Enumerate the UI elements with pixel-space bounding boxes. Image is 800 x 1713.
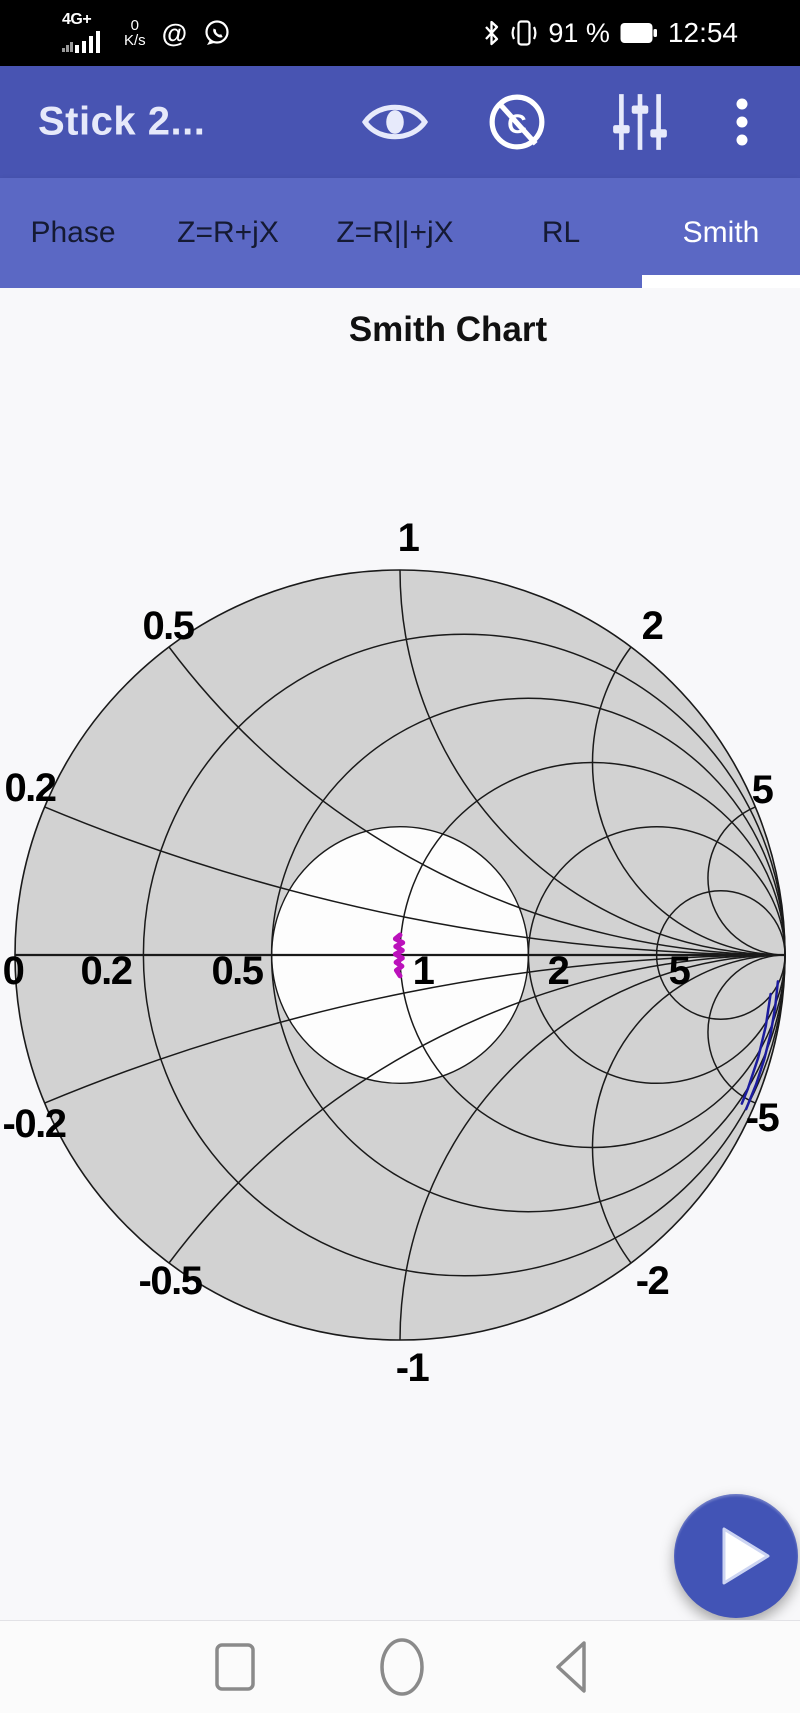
rim-label: -0.5 [139, 1259, 203, 1303]
tab-z-series[interactable]: Z=R+jX [146, 178, 310, 288]
back-button[interactable] [507, 1621, 637, 1713]
whatsapp-icon [205, 20, 229, 45]
battery-icon [620, 23, 657, 43]
axis-label: 0 [3, 949, 24, 993]
android-nav-bar [0, 1620, 800, 1713]
tab-phase[interactable]: Phase [0, 178, 146, 288]
sliders-icon [613, 94, 667, 150]
home-button[interactable] [337, 1621, 467, 1713]
trace-rim [744, 980, 780, 1111]
calibration-off-button[interactable]: C [481, 80, 553, 164]
triangle-left-icon [556, 1641, 586, 1693]
rim-label: -1 [396, 1346, 430, 1390]
reactance-arc [591, 646, 786, 956]
network-type-label: 4G+ [62, 11, 92, 28]
trace-matched [392, 932, 406, 979]
app-title: Stick 2... [38, 99, 206, 144]
reactance-arc [168, 646, 786, 956]
app-bar: Stick 2... C [0, 66, 800, 178]
smith-chart-page: 0 0.2 0.5 1 2 5 1 0.5 2 0.2 5 -0.2 -5 -0.5 -2 -1 [0, 288, 800, 1620]
calibration-off-icon: C [489, 94, 545, 150]
battery-percent: 91 % [548, 17, 610, 48]
tab-z-parallel[interactable]: Z=R||+jX [310, 178, 480, 288]
tab-label: RL [541, 216, 581, 249]
reactance-arc [707, 806, 786, 956]
axis-label: 0.5 [211, 949, 263, 993]
axis-label: 5 [669, 949, 691, 993]
reactance-arc [399, 954, 786, 1341]
rim-label: -5 [746, 1096, 780, 1140]
rim-label: 5 [752, 768, 774, 812]
vibrate-icon [511, 20, 537, 46]
network-speed: 0 K/s [124, 18, 146, 48]
status-right-cluster: 91 % 12:54 [483, 17, 738, 49]
email-notification-icon: @ [161, 17, 188, 48]
recents-button[interactable] [170, 1621, 300, 1713]
tab-label: Phase [30, 216, 116, 249]
tab-label: Z=R+jX [177, 216, 279, 249]
status-left-cluster: 4G+ 0 K/s @ [62, 10, 231, 56]
play-fab[interactable] [674, 1494, 798, 1618]
rim-label: -2 [636, 1259, 669, 1303]
reactance-arc [44, 954, 786, 1104]
axis-label: 2 [548, 949, 569, 993]
overflow-dots-icon [736, 98, 748, 146]
tab-label: Smith [682, 216, 760, 249]
overflow-menu-button[interactable] [714, 80, 770, 164]
network-speed-value: 0 [130, 17, 140, 34]
axis-label: 1 [413, 949, 435, 993]
square-icon [215, 1643, 255, 1691]
network-speed-unit: K/s [124, 32, 146, 49]
signal-bars-icon [75, 31, 100, 53]
bluetooth-icon [485, 20, 499, 46]
status-time: 12:54 [667, 17, 738, 48]
status-bar: 4G+ 0 K/s @ [0, 0, 800, 66]
visibility-button[interactable] [359, 80, 431, 164]
play-icon [722, 1527, 770, 1585]
signal-bars-secondary-icon [62, 42, 73, 52]
rim-label: 0.2 [4, 766, 55, 810]
trace-rim [740, 992, 772, 1105]
tab-rl[interactable]: RL [480, 178, 642, 288]
rim-label: 1 [398, 516, 420, 560]
reactance-arc [591, 954, 786, 1264]
rim-label: -0.2 [3, 1102, 66, 1146]
page-title: Smith Chart [348, 310, 548, 349]
tab-smith[interactable]: Smith [642, 178, 800, 288]
rim-label: 2 [642, 604, 663, 648]
reactance-arc [707, 954, 786, 1104]
tab-bar: Phase Z=R+jX Z=R||+jX RL Smith [0, 178, 800, 288]
reactance-arc [44, 806, 786, 956]
tab-label: Z=R||+jX [336, 216, 454, 249]
selected-tab-indicator [642, 275, 800, 288]
reactance-arc [168, 954, 786, 1264]
eye-icon [362, 104, 428, 140]
reactance-arc [399, 569, 786, 956]
tune-settings-button[interactable] [604, 80, 676, 164]
smith-chart: 0 0.2 0.5 1 2 5 1 0.5 2 0.2 5 -0.2 -5 -0.5 -2 -1 [3, 516, 786, 1390]
axis-label: 0.2 [80, 949, 131, 993]
signal-strength-icon: 4G+ [62, 10, 108, 56]
rim-label: 0.5 [142, 604, 194, 648]
circle-icon [380, 1638, 424, 1696]
